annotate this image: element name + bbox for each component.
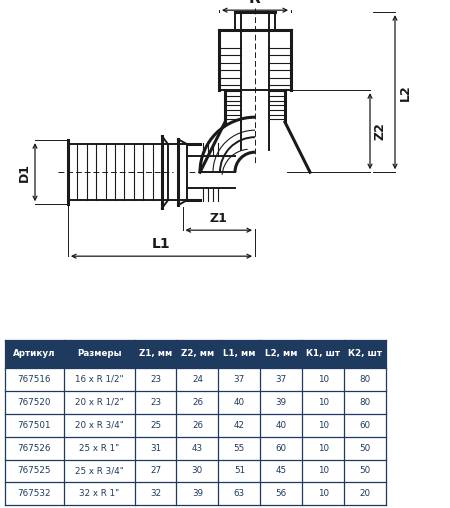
Text: 80: 80: [360, 374, 371, 384]
Text: 30: 30: [192, 466, 203, 475]
Text: 37: 37: [234, 374, 245, 384]
Text: 24: 24: [192, 374, 203, 384]
Text: Размеры: Размеры: [77, 350, 122, 359]
Text: 32: 32: [150, 490, 161, 498]
Text: R: R: [249, 0, 261, 6]
Text: 50: 50: [360, 443, 371, 453]
Text: 60: 60: [276, 443, 287, 453]
Text: 25 x R 3/4": 25 x R 3/4": [75, 466, 124, 475]
Text: Z2, мм: Z2, мм: [181, 350, 214, 359]
Text: L2, мм: L2, мм: [265, 350, 297, 359]
Text: 767532: 767532: [18, 490, 51, 498]
Text: 10: 10: [318, 398, 328, 406]
Text: К2, шт: К2, шт: [348, 350, 382, 359]
Text: 10: 10: [318, 374, 328, 384]
Text: 26: 26: [192, 421, 203, 430]
Text: 63: 63: [234, 490, 245, 498]
Text: L1: L1: [152, 237, 171, 251]
Text: Z1: Z1: [210, 212, 228, 225]
Text: 767520: 767520: [18, 398, 51, 406]
Text: L2: L2: [399, 84, 412, 101]
Text: К1, шт: К1, шт: [306, 350, 340, 359]
Text: 51: 51: [234, 466, 245, 475]
Text: 56: 56: [276, 490, 287, 498]
Text: 25 x R 1": 25 x R 1": [79, 443, 119, 453]
Text: 20 x R 1/2": 20 x R 1/2": [75, 398, 124, 406]
Text: 767501: 767501: [18, 421, 51, 430]
Text: 32 x R 1": 32 x R 1": [79, 490, 119, 498]
Text: 43: 43: [192, 443, 203, 453]
Text: 20 x R 3/4": 20 x R 3/4": [75, 421, 124, 430]
Text: 55: 55: [234, 443, 245, 453]
Text: 45: 45: [276, 466, 287, 475]
Text: 25: 25: [150, 421, 161, 430]
Text: 80: 80: [360, 398, 371, 406]
Text: 27: 27: [150, 466, 161, 475]
Text: 40: 40: [234, 398, 245, 406]
Text: 23: 23: [150, 374, 161, 384]
Text: 31: 31: [150, 443, 161, 453]
Text: 10: 10: [318, 490, 328, 498]
Text: 767525: 767525: [18, 466, 51, 475]
Text: 50: 50: [360, 466, 371, 475]
Text: 40: 40: [276, 421, 287, 430]
Text: 10: 10: [318, 443, 328, 453]
Bar: [4, 340, 386, 368]
Text: 26: 26: [192, 398, 203, 406]
Text: L1, мм: L1, мм: [223, 350, 256, 359]
Text: 16 x R 1/2": 16 x R 1/2": [75, 374, 124, 384]
Text: 39: 39: [276, 398, 287, 406]
Text: 23: 23: [150, 398, 161, 406]
Text: Z2: Z2: [374, 122, 387, 140]
Text: 767526: 767526: [18, 443, 51, 453]
Text: Z1, мм: Z1, мм: [139, 350, 172, 359]
Text: 42: 42: [234, 421, 245, 430]
Text: 767516: 767516: [18, 374, 51, 384]
Text: D1: D1: [18, 163, 31, 182]
Text: 10: 10: [318, 466, 328, 475]
Text: 60: 60: [360, 421, 371, 430]
Text: 20: 20: [360, 490, 371, 498]
Text: 39: 39: [192, 490, 203, 498]
Text: 37: 37: [275, 374, 287, 384]
Text: 10: 10: [318, 421, 328, 430]
Text: Артикул: Артикул: [13, 350, 55, 359]
